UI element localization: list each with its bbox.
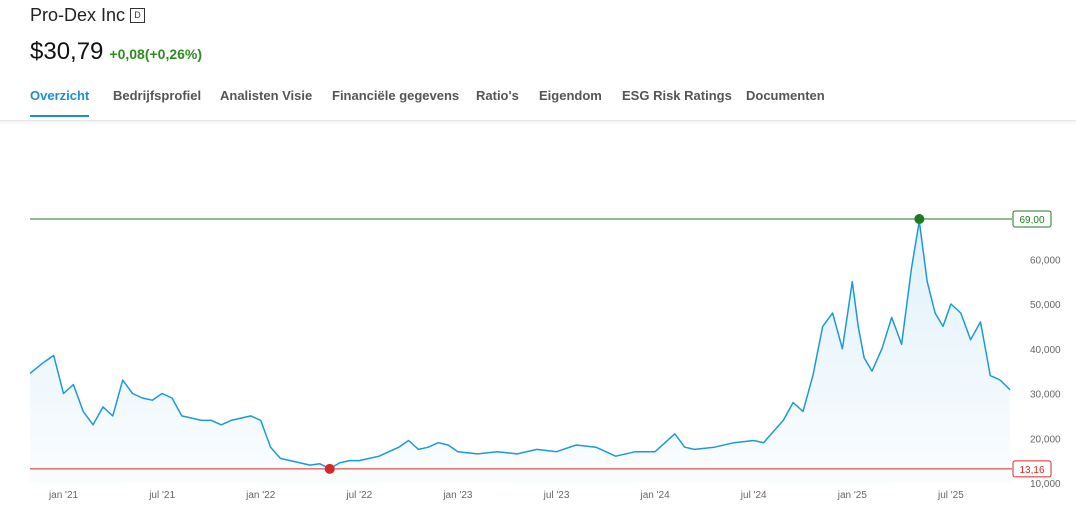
delayed-badge: D	[130, 8, 146, 23]
tab-overzicht[interactable]: Overzicht	[30, 88, 90, 117]
high-marker[interactable]	[914, 214, 925, 224]
tab-financiele-gegevens[interactable]: Financiële gegevens	[332, 88, 460, 103]
low-marker[interactable]	[324, 463, 335, 474]
x-tick-label: jan '21	[48, 490, 79, 501]
company-name: Pro-Dex Inc	[30, 5, 126, 25]
y-tick-label: 20,000	[1030, 434, 1061, 445]
y-tick-label: 40,000	[1030, 345, 1061, 356]
price-chart[interactable]: 10,000 20,000 30,000 40,000 50,000 60,000 69,0…	[0, 121, 1076, 505]
y-tick-label: 60,000	[1030, 255, 1061, 266]
y-tick-label: 50,000	[1030, 300, 1061, 311]
tab-ratios[interactable]: Ratio's	[476, 88, 519, 103]
x-tick-label: jul '21	[148, 490, 175, 501]
price-row: $30,79 +0,08(+0,26%)	[30, 38, 202, 66]
title-row: Pro-Dex Inc D	[30, 5, 146, 26]
x-tick-label: jul '24	[740, 490, 767, 501]
x-tick-label: jan '22	[245, 490, 276, 501]
price-change: +0,08(+0,26%)	[109, 46, 203, 62]
y-tick-label: 30,000	[1030, 390, 1061, 401]
low-value-label: 13,16	[1019, 465, 1044, 476]
tab-esg-risk-ratings[interactable]: ESG Risk Ratings	[622, 88, 732, 103]
x-tick-label: jul '25	[937, 490, 964, 501]
price-area	[30, 221, 1011, 483]
x-tick-label: jul '22	[345, 490, 372, 501]
x-tick-label: jan '24	[640, 490, 671, 501]
tab-bar: Overzicht Bedrijfsprofiel Analisten Visi…	[0, 80, 1076, 121]
tab-bedrijfsprofiel[interactable]: Bedrijfsprofiel	[113, 88, 202, 103]
low-value-box	[1012, 460, 1052, 478]
stock-price: $30,79	[30, 38, 104, 65]
tab-eigendom[interactable]: Eigendom	[539, 88, 602, 103]
high-value-label: 69,00	[1019, 215, 1044, 226]
x-tick-label: jan '25	[837, 490, 868, 501]
y-tick-label: 10,000	[1030, 479, 1061, 490]
x-tick-label: jul '23	[543, 490, 570, 501]
tab-documenten[interactable]: Documenten	[746, 88, 825, 103]
price-line	[29, 220, 1011, 470]
tab-analisten-visie[interactable]: Analisten Visie	[220, 88, 313, 103]
x-tick-label: jan '23	[442, 490, 473, 501]
high-value-box	[1012, 210, 1052, 228]
